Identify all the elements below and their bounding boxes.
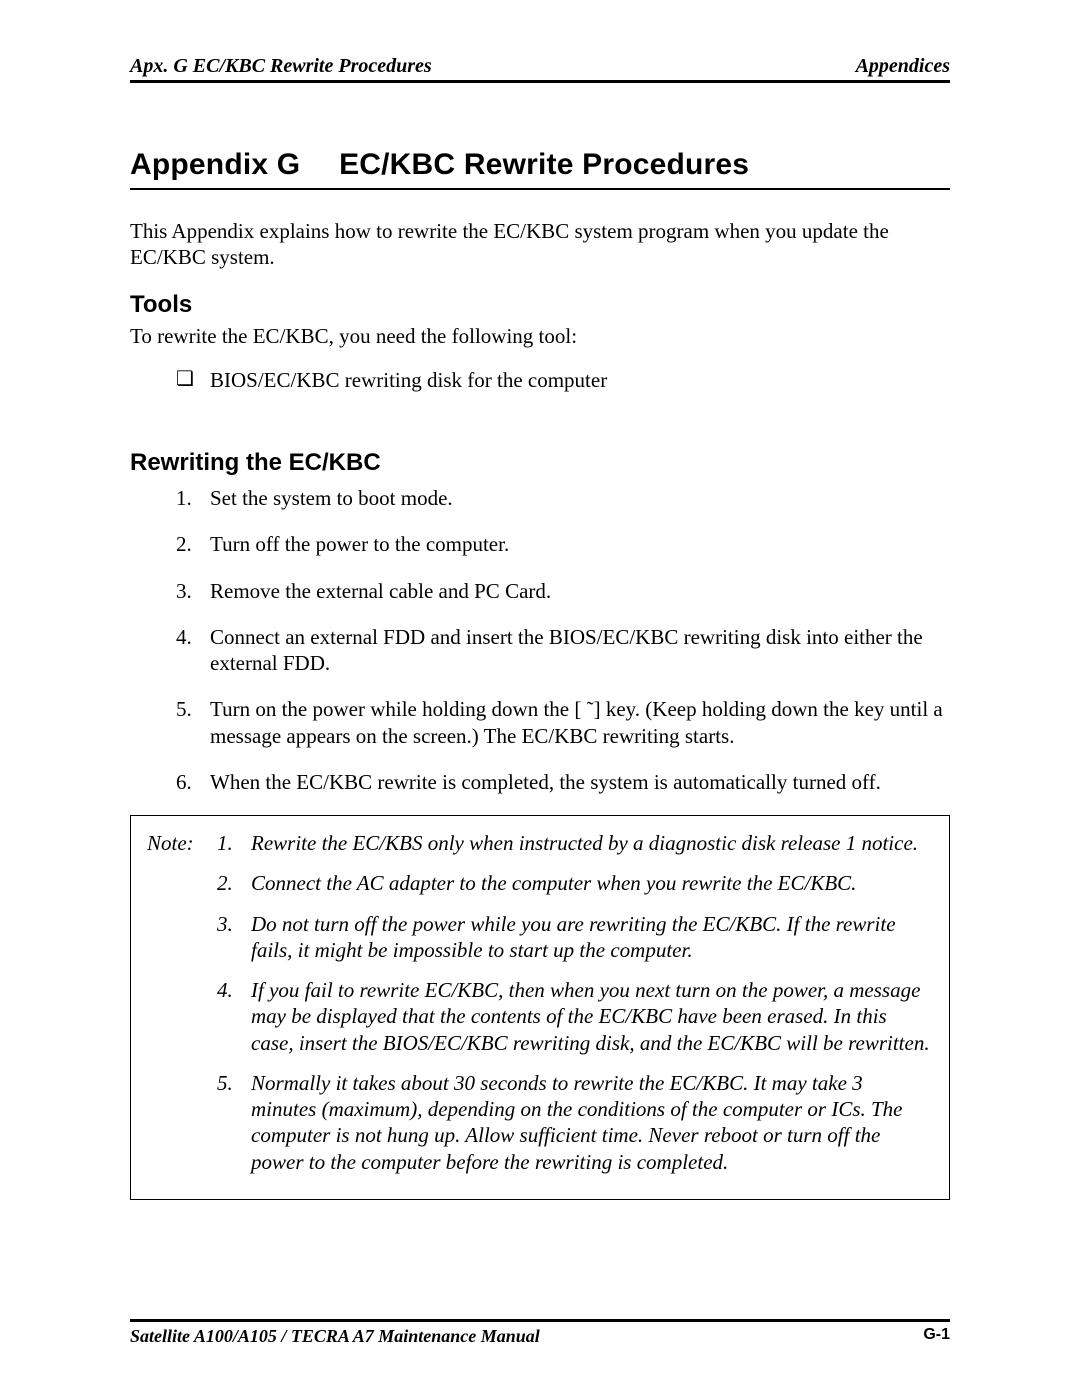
list-item: Connect an external FDD and insert the B… (176, 624, 950, 677)
list-item: Normally it takes about 30 seconds to re… (217, 1070, 933, 1175)
list-item: Turn on the power while holding down the… (176, 696, 950, 749)
list-item: Connect the AC adapter to the computer w… (217, 870, 933, 896)
list-item: Do not turn off the power while you are … (217, 911, 933, 964)
title-rule (130, 188, 950, 190)
tools-heading: Tools (130, 291, 950, 319)
rewrite-heading: Rewriting the EC/KBC (130, 449, 950, 477)
note-box: Note: Rewrite the EC/KBS only when instr… (130, 815, 950, 1200)
footer-left: Satellite A100/A105 / TECRA A7 Maintenan… (130, 1326, 540, 1347)
footer-right: G-1 (923, 1326, 950, 1347)
list-item: Set the system to boot mode. (176, 485, 950, 511)
list-item: If you fail to rewrite EC/KBC, then when… (217, 977, 933, 1056)
note-label: Note: (147, 830, 217, 856)
note-row: Note: Rewrite the EC/KBS only when instr… (147, 830, 933, 1189)
intro-paragraph: This Appendix explains how to rewrite th… (130, 218, 950, 271)
header-right: Appendices (856, 55, 950, 78)
list-item: Remove the external cable and PC Card. (176, 578, 950, 604)
rewrite-steps: Set the system to boot mode. Turn off th… (176, 485, 950, 795)
tools-list: BIOS/EC/KBC rewriting disk for the compu… (176, 367, 950, 393)
list-item: When the EC/KBC rewrite is completed, th… (176, 769, 950, 795)
document-page: Apx. G EC/KBC Rewrite Procedures Appendi… (0, 0, 1080, 1397)
note-list: Rewrite the EC/KBS only when instructed … (217, 830, 933, 1189)
header-left: Apx. G EC/KBC Rewrite Procedures (130, 55, 432, 78)
page-title: Appendix G EC/KBC Rewrite Procedures (130, 148, 950, 182)
list-item: Turn off the power to the computer. (176, 531, 950, 557)
tools-lead: To rewrite the EC/KBC, you need the foll… (130, 323, 950, 349)
running-footer: Satellite A100/A105 / TECRA A7 Maintenan… (130, 1319, 950, 1347)
running-header: Apx. G EC/KBC Rewrite Procedures Appendi… (130, 55, 950, 83)
list-item: Rewrite the EC/KBS only when instructed … (217, 830, 933, 856)
list-item: BIOS/EC/KBC rewriting disk for the compu… (176, 367, 950, 393)
